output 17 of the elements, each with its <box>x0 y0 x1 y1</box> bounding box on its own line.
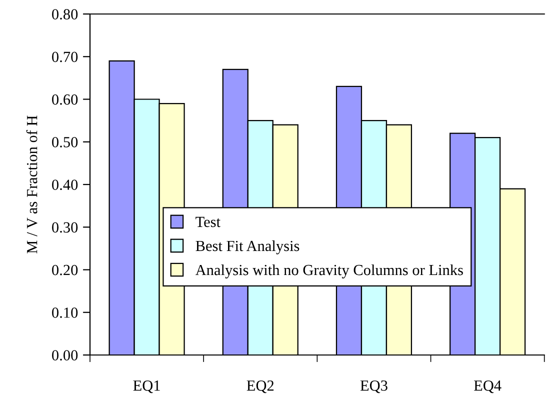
y-tick-label: 0.50 <box>52 137 78 148</box>
y-tick-label: 0.00 <box>52 350 78 361</box>
y-axis-title: M / V as Fraction of H <box>26 116 38 254</box>
y-tick-label: 0.70 <box>52 52 78 62</box>
y-tick-label: 0.10 <box>52 308 78 318</box>
y-tick-label: 0.60 <box>52 94 78 105</box>
y-tick-label: 0.80 <box>52 9 78 20</box>
y-tick-label: 0.20 <box>52 264 78 276</box>
x-tick-label: EQ4 <box>474 380 502 394</box>
x-tick-label: EQ3 <box>360 380 388 394</box>
x-tick-label: EQ1 <box>133 380 160 394</box>
y-tick-label: 0.40 <box>52 180 78 190</box>
legend-label: Best Fit Analysis <box>196 240 300 254</box>
legend-label: Test <box>196 216 220 228</box>
x-tick-label: EQ2 <box>246 380 274 394</box>
y-tick-label: 0.30 <box>52 222 78 233</box>
legend-label: Analysis with no Gravity Columns or Links <box>195 264 463 278</box>
